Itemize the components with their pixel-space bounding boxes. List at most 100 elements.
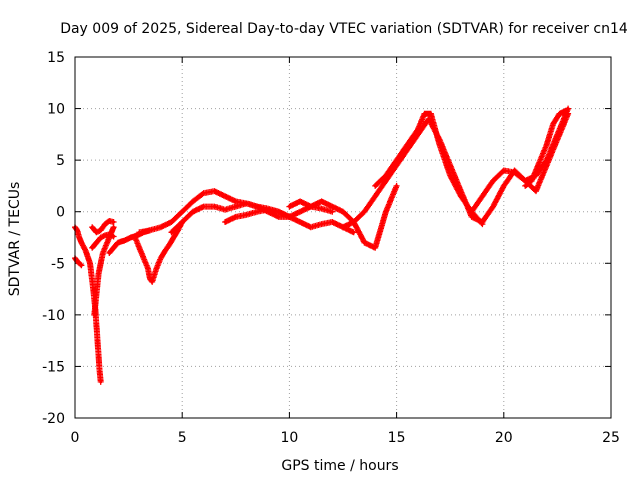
data-point: [148, 228, 152, 232]
data-point: [99, 228, 103, 232]
data-point: [309, 225, 313, 229]
data-point: [96, 339, 100, 343]
data-point: [405, 143, 409, 147]
data-point: [99, 380, 103, 384]
data-point: [480, 220, 484, 224]
data-point: [298, 220, 302, 224]
data-point: [79, 263, 83, 267]
data-point: [395, 184, 399, 188]
data-point: [491, 179, 495, 183]
data-point: [341, 210, 345, 214]
data-point: [212, 205, 216, 209]
data-point: [202, 191, 206, 195]
data-point: [502, 168, 506, 172]
data-point: [470, 210, 474, 214]
data-point: [75, 259, 79, 263]
data-point: [103, 222, 107, 226]
data-point: [159, 225, 163, 229]
y-tick-label: 10: [47, 102, 65, 118]
data-point: [107, 232, 111, 236]
data-point: [129, 236, 133, 239]
data-point: [341, 225, 345, 229]
y-tick-label: 0: [56, 205, 65, 221]
data-point: [459, 194, 463, 198]
data-point: [137, 230, 141, 234]
data-point: [245, 213, 249, 217]
data-point: [112, 246, 116, 250]
data-point: [395, 158, 399, 162]
series-markers: [372, 110, 486, 228]
data-point: [352, 230, 356, 234]
data-point: [362, 210, 366, 214]
data-point: [255, 205, 259, 209]
data-point: [202, 205, 206, 209]
data-point: [255, 210, 259, 214]
data-point: [298, 210, 302, 214]
series-satellite-track-2: [72, 255, 85, 269]
data-point: [77, 261, 81, 265]
data-point: [99, 236, 103, 239]
series-satellite-track-11: [286, 182, 400, 251]
data-point: [352, 220, 356, 224]
series-satellite-track-16: [522, 107, 569, 189]
data-point: [287, 215, 291, 219]
data-point: [320, 199, 324, 203]
data-point: [167, 243, 171, 247]
data-point: [320, 207, 324, 211]
y-tick-label: -10: [42, 308, 65, 324]
data-point: [362, 241, 366, 245]
data-point: [163, 249, 167, 253]
data-point: [97, 354, 101, 358]
data-point: [502, 184, 506, 188]
data-point: [122, 239, 126, 243]
data-point: [523, 184, 527, 188]
data-point: [90, 225, 94, 229]
data-point: [422, 112, 426, 116]
data-point: [94, 323, 98, 327]
data-point: [373, 246, 377, 250]
data-point: [112, 220, 116, 224]
data-point: [107, 219, 111, 223]
series-satellite-track-13: [372, 110, 486, 228]
data-point: [384, 174, 388, 178]
data-point: [491, 205, 495, 209]
data-point: [551, 122, 555, 126]
data-point: [212, 189, 216, 193]
data-point: [97, 272, 101, 276]
data-point: [150, 280, 154, 284]
data-point: [223, 194, 227, 198]
data-point: [373, 184, 377, 188]
data-point: [154, 266, 158, 270]
data-point: [223, 220, 227, 224]
series-satellite-track-3: [91, 224, 117, 318]
data-point: [330, 210, 334, 214]
data-point: [101, 251, 105, 255]
data-point: [234, 215, 238, 219]
series-satellite-track-4: [89, 218, 117, 236]
data-point: [416, 127, 420, 131]
data-point: [90, 246, 94, 250]
series-satellite-track-7: [132, 219, 186, 285]
data-point: [448, 163, 452, 167]
data-point: [429, 112, 433, 116]
data-point: [545, 143, 549, 147]
y-tick-label: -15: [42, 359, 65, 375]
axis-ticks: [74, 56, 612, 419]
data-series: [72, 105, 572, 385]
data-point: [191, 199, 195, 203]
x-tick-label: 5: [178, 430, 187, 446]
x-tick-label: 0: [71, 430, 80, 446]
data-point: [169, 230, 173, 234]
data-point: [148, 277, 152, 281]
data-point: [142, 256, 146, 260]
data-point: [330, 205, 334, 209]
data-point: [245, 201, 249, 205]
series-satellite-track-15: [479, 110, 572, 225]
data-point: [223, 208, 227, 212]
data-point: [545, 163, 549, 167]
data-point: [480, 194, 484, 198]
data-point: [564, 109, 568, 113]
data-point: [191, 210, 195, 214]
data-point: [470, 215, 474, 219]
data-point: [523, 179, 527, 183]
